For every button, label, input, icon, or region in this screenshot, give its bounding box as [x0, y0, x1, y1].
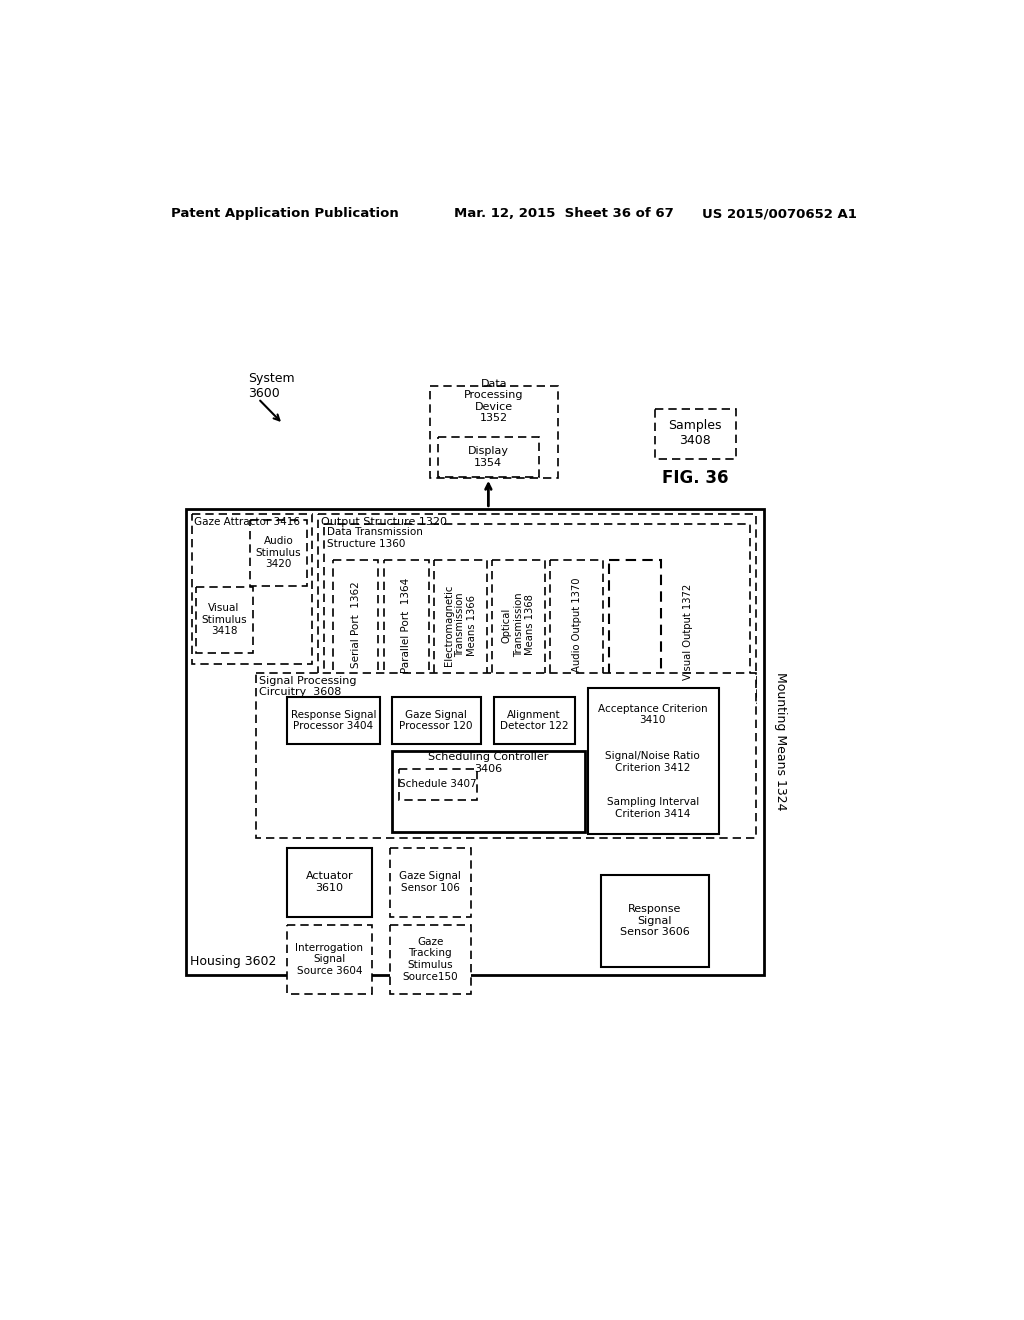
Text: Gaze
Tracking
Stimulus
Source150: Gaze Tracking Stimulus Source150 [402, 937, 458, 982]
Bar [287, 847, 372, 917]
Text: Output Structure 1320: Output Structure 1320 [321, 517, 446, 527]
Text: Mounting Means 1324: Mounting Means 1324 [774, 672, 787, 810]
Text: Data
Processing
Device
1352: Data Processing Device 1352 [464, 379, 523, 424]
Text: Parallel Port  1364: Parallel Port 1364 [401, 577, 412, 673]
Text: Schedule 3407: Schedule 3407 [399, 779, 477, 789]
Bar [384, 560, 429, 689]
Bar [588, 688, 719, 834]
Text: Interrogation
Signal
Source 3604: Interrogation Signal Source 3604 [296, 942, 364, 975]
Bar [655, 409, 736, 459]
Text: Response
Signal
Sensor 3606: Response Signal Sensor 3606 [621, 904, 690, 937]
Text: Gaze Signal
Processor 120: Gaze Signal Processor 120 [399, 710, 472, 731]
Bar [494, 697, 575, 743]
Text: Audio
Stimulus
3420: Audio Stimulus 3420 [256, 536, 301, 569]
Text: Mar. 12, 2015  Sheet 36 of 67: Mar. 12, 2015 Sheet 36 of 67 [454, 207, 673, 220]
Text: Visual
Stimulus
3418: Visual Stimulus 3418 [202, 603, 247, 636]
Bar [390, 847, 471, 917]
Bar [493, 560, 545, 689]
Bar [593, 742, 713, 781]
Bar [430, 385, 558, 478]
Bar [256, 673, 756, 838]
Text: FIG. 36: FIG. 36 [663, 469, 728, 487]
Text: Audio Output 1370: Audio Output 1370 [571, 578, 582, 672]
Bar [186, 508, 764, 974]
Text: Response Signal
Processor 3404: Response Signal Processor 3404 [291, 710, 376, 731]
Bar [608, 560, 662, 689]
Text: Actuator
3610: Actuator 3610 [306, 871, 353, 894]
Text: Samples
3408: Samples 3408 [669, 420, 722, 447]
Bar [287, 697, 380, 743]
Text: Optical
Transmission
Means 1368: Optical Transmission Means 1368 [502, 593, 536, 657]
Text: Scheduling Controller
3406: Scheduling Controller 3406 [428, 752, 549, 774]
Bar [593, 788, 713, 829]
Text: Gaze Signal
Sensor 106: Gaze Signal Sensor 106 [399, 871, 461, 894]
Text: Display
1354: Display 1354 [468, 446, 509, 469]
Text: Gaze Attractor 3416: Gaze Attractor 3416 [194, 517, 300, 527]
Text: Serial Port  1362: Serial Port 1362 [351, 582, 360, 668]
Bar [324, 524, 751, 697]
Text: Acceptance Criterion
3410: Acceptance Criterion 3410 [598, 704, 708, 725]
Text: Data Transmission
Structure 1360: Data Transmission Structure 1360 [328, 527, 423, 549]
Text: Signal/Noise Ratio
Criterion 3412: Signal/Noise Ratio Criterion 3412 [605, 751, 700, 774]
Text: Signal Processing
Circuitry  3608: Signal Processing Circuitry 3608 [259, 676, 356, 697]
Bar [434, 560, 486, 689]
Text: Visual Output 1372: Visual Output 1372 [683, 583, 692, 680]
Bar [251, 520, 307, 586]
Bar [438, 437, 539, 478]
Bar [334, 560, 378, 689]
Bar [399, 770, 477, 800]
Text: Patent Application Publication: Patent Application Publication [171, 207, 398, 220]
Text: Alignment
Detector 122: Alignment Detector 122 [500, 710, 568, 731]
Text: Housing 3602: Housing 3602 [190, 956, 276, 969]
Bar [193, 515, 312, 664]
Bar [550, 560, 603, 689]
Bar [391, 751, 586, 832]
Bar [593, 693, 713, 737]
Bar [601, 874, 710, 966]
Bar [197, 587, 253, 653]
Text: Electromagnetic
Transmission
Means 1366: Electromagnetic Transmission Means 1366 [443, 585, 477, 665]
Bar [390, 924, 471, 994]
Bar [317, 515, 756, 702]
Bar [391, 697, 480, 743]
Text: US 2015/0070652 A1: US 2015/0070652 A1 [701, 207, 856, 220]
Text: Sampling Interval
Criterion 3414: Sampling Interval Criterion 3414 [606, 797, 698, 820]
Text: System
3600: System 3600 [248, 371, 295, 400]
Bar [287, 924, 372, 994]
